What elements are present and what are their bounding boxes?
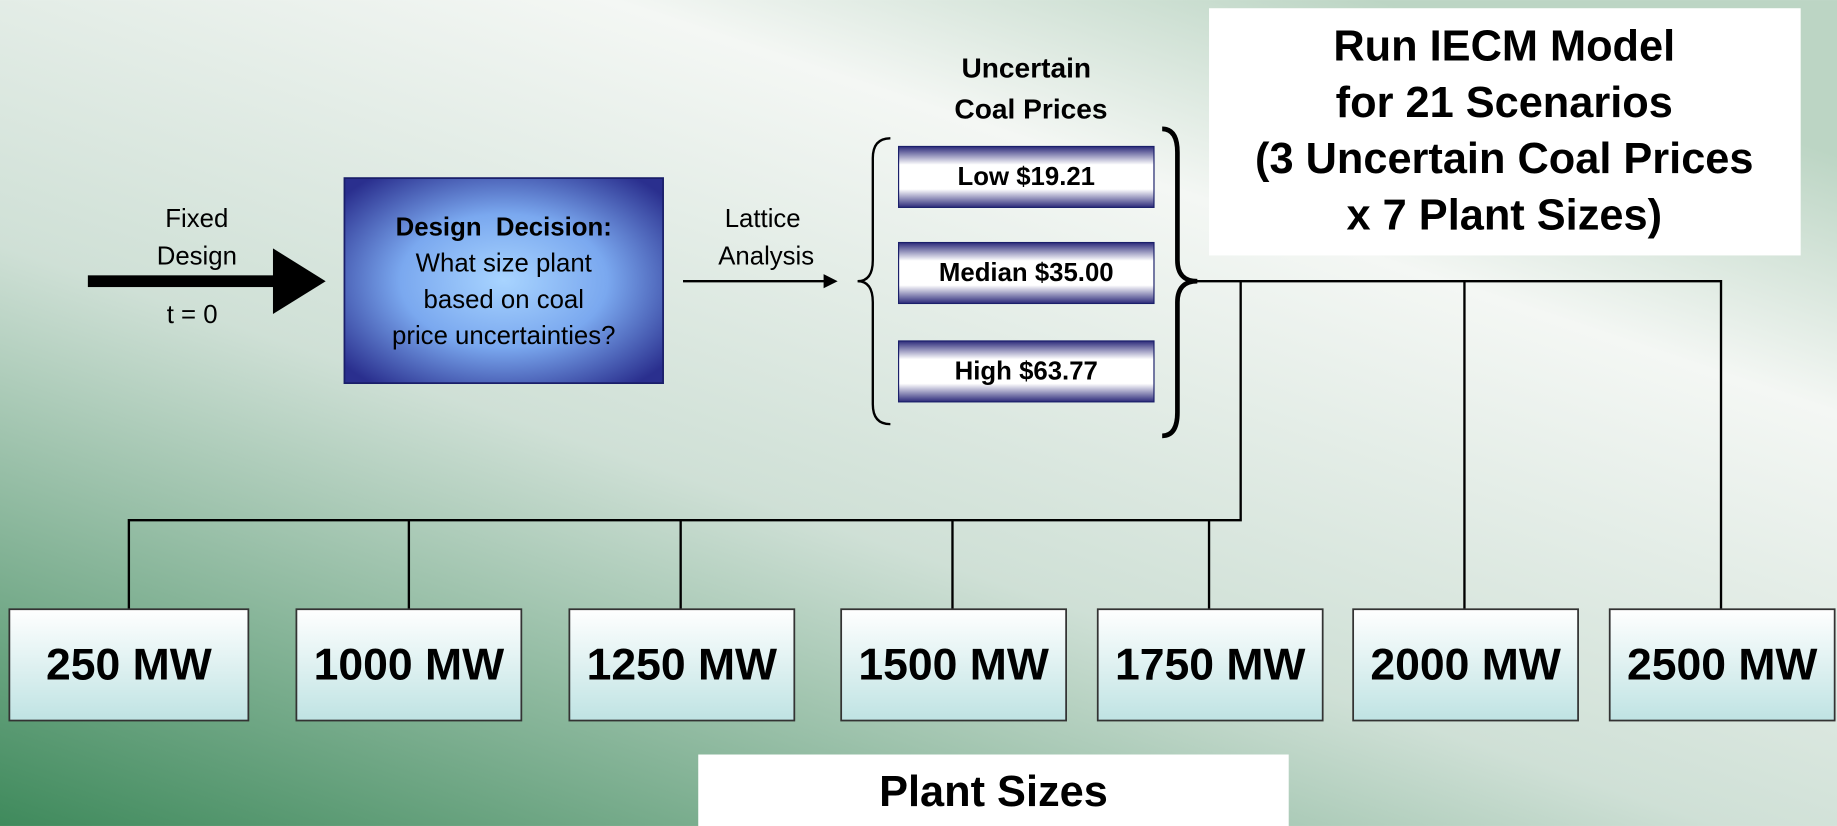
connectors [127, 280, 1723, 610]
arrow-head [272, 248, 326, 315]
plant-label: 1000 MW [314, 641, 504, 690]
plant-box [568, 608, 796, 722]
connector [1194, 280, 1723, 610]
design-text: What size plant [416, 250, 592, 278]
plant-box [840, 608, 1067, 722]
run-text: (3 Uncertain Coal Prices [1255, 135, 1753, 183]
fixed-label: Fixed [165, 205, 228, 233]
price-label: Low $19.21 [958, 163, 1095, 191]
run-box [1209, 8, 1801, 256]
plant-label: 250 MW [46, 641, 212, 690]
fixed-label: Design [157, 243, 237, 271]
price-label: Median $35.00 [939, 259, 1114, 287]
price-label: High $63.77 [955, 357, 1098, 385]
design-text: based on coal [424, 286, 584, 314]
coal-title: Coal Prices [954, 94, 1107, 125]
plant-sizes-box [698, 754, 1289, 826]
plant-label: 1250 MW [587, 641, 777, 690]
plant-box [1096, 608, 1324, 722]
plant-label: 2500 MW [1627, 641, 1817, 690]
price-box [897, 340, 1155, 403]
price-box [897, 145, 1155, 208]
lattice-label: Lattice [725, 205, 801, 233]
run-text: for 21 Scenarios [1336, 79, 1673, 127]
arrow-shaft [87, 275, 278, 288]
lattice-label: Analysis [718, 243, 814, 271]
run-text: x 7 Plant Sizes) [1347, 191, 1662, 239]
design-text: price uncertainties? [392, 322, 615, 350]
design-title: Design Decision: [396, 213, 612, 241]
plant-box [295, 608, 523, 722]
connector [127, 281, 1242, 610]
arrow-head [823, 274, 838, 289]
design-box [343, 177, 664, 385]
plant-box [1608, 608, 1836, 722]
plant-sizes-label: Plant Sizes [879, 768, 1108, 816]
time-label: t = 0 [167, 301, 218, 329]
plant-label: 2000 MW [1370, 641, 1560, 690]
plant-box [8, 608, 250, 722]
coal-title: Uncertain [961, 53, 1091, 84]
left-brace [857, 137, 891, 426]
plant-label: 1500 MW [858, 641, 1048, 690]
price-box [897, 241, 1155, 305]
run-text: Run IECM Model [1333, 23, 1675, 71]
plant-box [1352, 608, 1579, 722]
plant-label: 1750 MW [1115, 641, 1305, 690]
